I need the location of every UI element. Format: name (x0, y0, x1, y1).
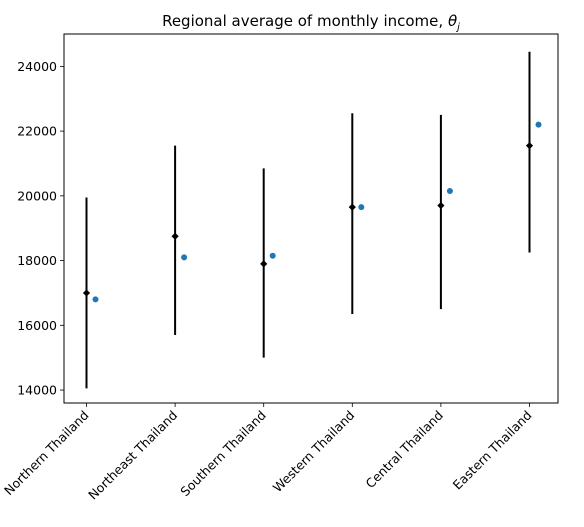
diamond-marker (525, 142, 534, 150)
diamond-marker (437, 201, 445, 210)
x-tick-label: Eastern Thailand (450, 408, 535, 493)
circle-marker (446, 187, 453, 194)
circle-marker (535, 121, 542, 128)
plot-frame (63, 33, 559, 404)
chart-title-symbol: θ (448, 12, 457, 30)
y-tick-label: 14000 (17, 383, 57, 398)
chart-title-subscript: j (455, 22, 460, 33)
diamond-marker (348, 203, 356, 211)
x-tick-label: Central Thailand (362, 408, 446, 492)
x-tick-label: Northern Thailand (1, 408, 92, 499)
y-tick-label: 18000 (17, 253, 57, 268)
circle-marker (181, 254, 188, 261)
x-tick-label: Southern Thailand (177, 408, 269, 500)
diamond-marker (171, 232, 179, 240)
y-tick-label: 16000 (17, 318, 57, 333)
diamond-marker (260, 260, 268, 268)
chart-title: Regional average of monthly income, θj (162, 12, 460, 33)
chart-title-text: Regional average of monthly income, (162, 12, 448, 30)
x-tick-label: Western Thailand (270, 408, 358, 496)
circle-marker (269, 252, 276, 259)
plot-area: 14000 16000 18000 20000 22000 24000 Northern T… (1, 33, 559, 503)
y-tick-label: 24000 (17, 59, 57, 74)
diamond-marker (82, 289, 91, 297)
y-tick-label: 20000 (17, 188, 57, 203)
x-tick-label: Northeast Thailand (85, 408, 180, 503)
y-tick-label: 22000 (17, 124, 57, 139)
circle-marker (358, 204, 365, 211)
circle-marker (92, 296, 99, 303)
